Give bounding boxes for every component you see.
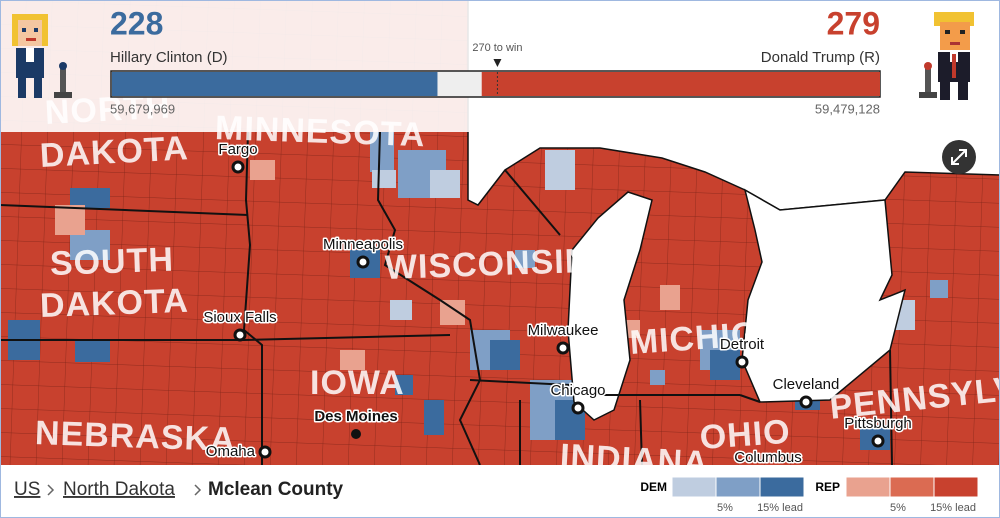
legend-tick: 5% xyxy=(890,502,906,514)
city-label: Minneapolis xyxy=(323,236,403,253)
city-label: Milwaukee xyxy=(528,322,599,339)
state-label: NEBRASKA xyxy=(34,414,236,459)
footer-background xyxy=(1,465,999,517)
rep-electoral-votes: 279 xyxy=(827,5,880,41)
footer: US North Dakota Mclean County DEM REP 5%… xyxy=(14,476,979,514)
dem-electoral-votes: 228 xyxy=(110,5,163,41)
breadcrumb-link[interactable]: North Dakota xyxy=(63,479,175,500)
legend-swatch xyxy=(889,476,935,498)
rep-popular-vote: 59,479,128 xyxy=(815,101,880,116)
city-dot xyxy=(233,328,247,342)
capital-label: Des Moines xyxy=(314,408,397,425)
threshold-marker xyxy=(493,59,502,67)
city-dot xyxy=(258,445,272,459)
dem-ev-bar xyxy=(112,72,438,96)
legend-rep-label: REP xyxy=(815,480,840,494)
legend-tick: 5% xyxy=(717,502,733,514)
breadcrumb-link[interactable]: US xyxy=(14,479,40,500)
breadcrumb-separator xyxy=(194,484,202,496)
city-dot xyxy=(556,341,570,355)
state-label: SOUTH xyxy=(49,241,174,283)
dem-name: Hillary Clinton (D) xyxy=(110,49,228,66)
legend-tick: 15% lead xyxy=(930,502,976,514)
city-dot xyxy=(231,160,245,174)
legend-swatch xyxy=(715,476,761,498)
clinton-avatar xyxy=(12,14,72,98)
state-label: OHIO xyxy=(699,413,792,457)
cities: Fargo Minneapolis Sioux Falls Milwaukee Chic… xyxy=(202,139,913,466)
city-dot xyxy=(356,255,370,269)
trump-avatar xyxy=(919,12,974,100)
city-label: Detroit xyxy=(720,336,765,353)
dem-popular-vote: 59,679,969 xyxy=(110,101,175,116)
city-dot xyxy=(871,434,885,448)
legend-swatch xyxy=(845,476,891,498)
legend-swatch xyxy=(759,476,805,498)
city-label: Fargo xyxy=(218,141,257,158)
header: 228 279 Hillary Clinton (D) Donald Trump… xyxy=(110,5,881,116)
state-label: WISCONSIN xyxy=(384,242,591,287)
legend-tick: 15% lead xyxy=(757,502,803,514)
city-dot xyxy=(799,395,813,409)
city-label: Omaha xyxy=(206,443,256,460)
city-label: Columbus xyxy=(734,449,802,466)
breadcrumb-separator xyxy=(47,484,55,496)
threshold-label: 270 to win xyxy=(472,42,522,54)
legend-dem-label: DEM xyxy=(640,480,667,494)
legend-swatch xyxy=(933,476,979,498)
city-label: Pittsburgh xyxy=(844,415,912,432)
breadcrumb-current: Mclean County xyxy=(208,479,344,500)
rep-ev-bar xyxy=(481,72,880,96)
city-label: Chicago xyxy=(550,382,605,399)
state-label: DAKOTA xyxy=(39,282,189,325)
city-label: Cleveland xyxy=(773,376,840,393)
city-dot xyxy=(735,355,749,369)
state-label: IOWA xyxy=(310,364,405,402)
city-dot xyxy=(571,401,585,415)
capital-dot xyxy=(351,429,361,439)
rep-name: Donald Trump (R) xyxy=(761,49,880,66)
expand-button[interactable] xyxy=(942,140,976,174)
state-label: ILLINOIS xyxy=(420,459,572,497)
header-background xyxy=(0,0,1000,132)
city-label: Sioux Falls xyxy=(203,309,276,326)
legend-swatch xyxy=(671,476,717,498)
state-label: DAKOTA xyxy=(39,129,190,175)
